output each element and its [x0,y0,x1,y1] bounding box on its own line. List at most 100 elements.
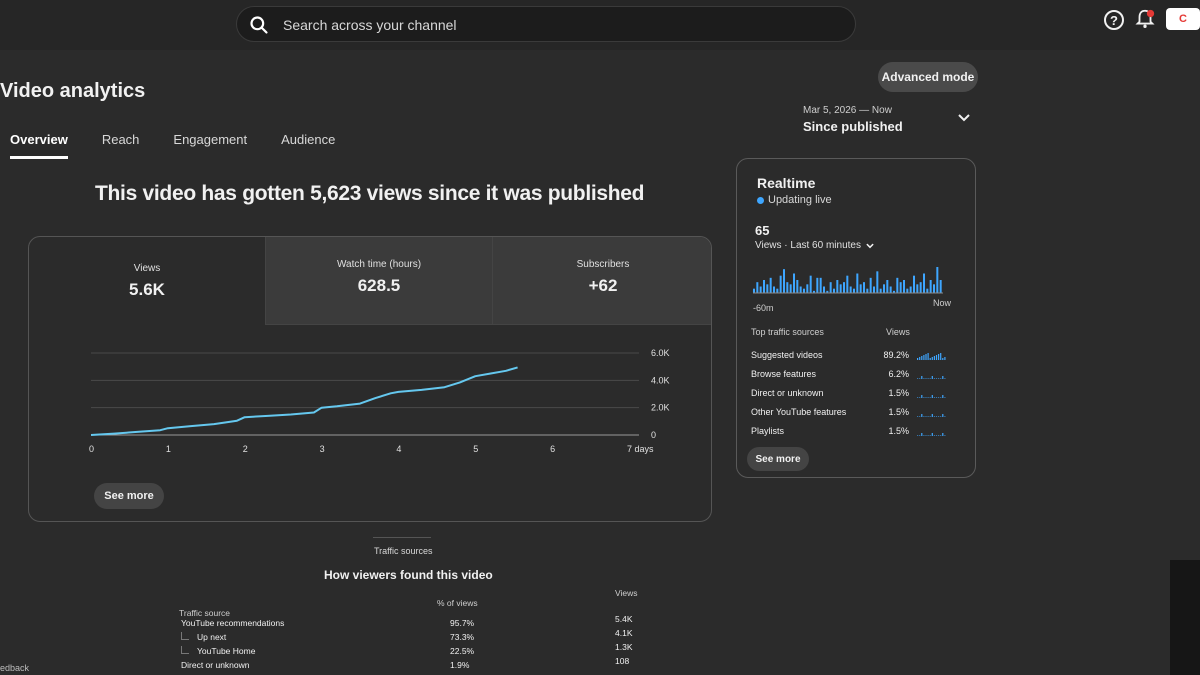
y-tick-label: 6.0K [651,348,670,358]
date-label[interactable]: Since published [803,119,903,134]
realtime-bar [793,273,795,293]
mini-spark-bar [933,377,935,379]
realtime-start-label: -60m [753,303,774,313]
realtime-period-dropdown[interactable]: Views · Last 60 minutes [755,240,875,251]
source-pct: 6.2% [888,368,909,379]
realtime-bar [939,280,942,293]
mini-spark-bar [938,434,940,436]
mini-spark [917,352,946,360]
mini-spark-bar [931,413,933,417]
realtime-bar [839,284,842,293]
see-more-button[interactable]: See more [747,447,809,471]
see-more-button[interactable]: See more [94,483,164,509]
screen-edge [1170,560,1200,675]
realtime-bar [769,277,772,293]
table-row[interactable]: YouTube recommendations 95.7% 5.4K [175,614,645,632]
realtime-bar [919,282,922,293]
views-line-chart: 0 2.0K 4.0K 6.0K 0 1 2 3 4 5 6 7 days [89,348,670,454]
realtime-bar [776,288,779,293]
mini-spark-bar [938,377,940,379]
mini-spark-bar [927,352,929,360]
table-row[interactable]: Direct or unknown 1.9% 108 [175,656,645,674]
source-name: Other YouTube features [751,406,847,417]
mini-spark-bar [935,354,938,360]
mini-spark-bar [923,354,925,360]
mini-spark-bar [944,396,946,398]
mini-spark-bar [931,356,933,360]
realtime-bar [883,284,885,293]
realtime-bar [806,284,809,293]
tab-engagement[interactable]: Engagement [173,132,248,147]
views-cell: 5.4K [615,614,633,624]
realtime-bar [879,288,882,293]
bell-icon[interactable] [1134,8,1156,30]
tab-reach[interactable]: Reach [101,132,140,147]
metric-subscribers[interactable]: Subscribers +62 [493,237,711,325]
realtime-bar [786,282,789,293]
x-tick-label: 6 [550,444,555,454]
mini-spark-bar [919,415,921,417]
mini-spark-bar [933,396,935,398]
mini-spark-bar [923,415,925,417]
mini-spark-bar [931,394,933,398]
realtime-period-label: Views · Last 60 minutes [755,240,861,251]
realtime-bar [756,282,759,293]
realtime-bar [873,286,875,293]
realtime-bar [863,282,865,293]
live-dot-icon [757,196,764,204]
traffic-source-row[interactable]: Playlists 1.5% [751,421,961,440]
traffic-source-row[interactable]: Suggested videos 89.2% [751,345,961,364]
search-input[interactable]: Search across your channel [283,17,457,33]
table-row[interactable]: Up next 73.3% 4.1K [175,628,645,646]
search-bar[interactable]: Search across your channel [236,6,856,42]
source-cell: Up next [197,632,227,642]
mini-spark-bar [944,356,946,360]
mini-spark-bar [923,377,925,379]
tab-audience[interactable]: Audience [281,132,336,147]
tab-overview[interactable]: Overview [10,132,68,159]
mini-spark-bar [929,434,931,436]
traffic-source-row[interactable]: Other YouTube features 1.5% [751,402,961,421]
mini-spark-bar [940,415,942,417]
metric-label: Views [133,263,161,274]
source-cell: YouTube Home [197,646,256,656]
realtime-bar [759,286,762,293]
mini-spark-bar [929,415,931,417]
advanced-mode-button[interactable]: Advanced mode [878,62,978,92]
metric-value: 628.5 [357,276,401,295]
realtime-bar-chart [753,267,943,294]
realtime-bar [896,277,899,293]
metric-watch-time[interactable]: Watch time (hours) 628.5 [265,237,493,325]
y-tick-label: 2.0K [651,403,670,413]
top-bar: Search across your channel ? C [0,0,1200,50]
mini-spark [917,394,946,398]
traffic-source-row[interactable]: Direct or unknown 1.5% [751,383,961,402]
realtime-bar [929,280,932,293]
mini-spark-bar [929,377,931,379]
traffic-source-row[interactable]: Browse features 6.2% [751,364,961,383]
source-name: Direct or unknown [751,387,824,398]
feedback-link[interactable]: edback [0,663,30,673]
pct-cell: 1.9% [450,660,470,670]
realtime-bar [893,290,895,293]
table-row[interactable]: YouTube Home 22.5% 1.3K [175,642,645,660]
chevron-down-icon[interactable] [956,110,972,126]
realtime-bar [933,284,935,293]
realtime-bar [866,288,869,293]
metric-views[interactable]: Views 5.6K [29,237,265,325]
mini-spark-bar [944,377,946,379]
mini-spark-bar [917,357,919,360]
x-tick-label: 5 [473,444,478,454]
help-icon[interactable]: ? [1104,10,1124,30]
date-range[interactable]: Mar 5, 2026 — Now [803,105,892,116]
col-pct: % of views [437,598,478,608]
realtime-bar [859,284,862,293]
create-icon[interactable]: C [1166,8,1200,30]
mini-spark [917,375,946,379]
realtime-bar [849,286,852,293]
mini-spark-bar [942,432,944,436]
realtime-bar [846,275,849,293]
x-tick-label: 0 [89,444,94,454]
tree-connector [181,646,189,654]
mini-spark [917,432,946,436]
